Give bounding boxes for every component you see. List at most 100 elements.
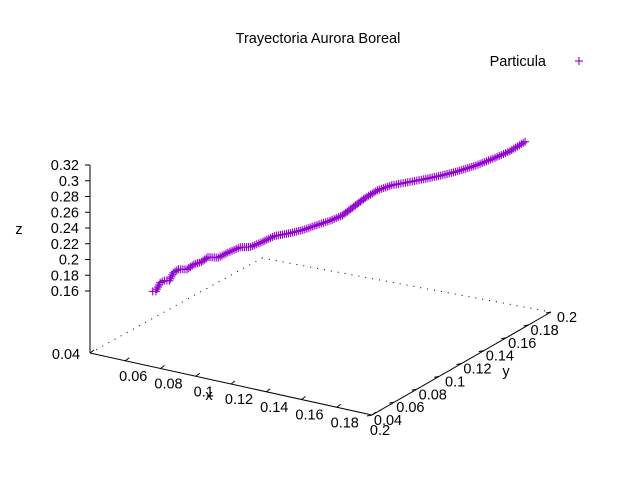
x-tick-mark bbox=[230, 380, 236, 385]
y-tick-label: 0.14 bbox=[486, 349, 514, 365]
floor-edge-back bbox=[261, 257, 552, 313]
y-tick-label: 0.2 bbox=[557, 310, 577, 326]
data-point bbox=[156, 278, 165, 287]
data-point bbox=[377, 184, 386, 193]
x-tick-mark bbox=[336, 403, 342, 408]
data-point bbox=[158, 277, 167, 286]
z-tick-label: 0.3 bbox=[59, 174, 79, 190]
y-axis-label: y bbox=[502, 364, 510, 380]
data-point bbox=[383, 182, 392, 191]
data-point bbox=[218, 251, 227, 260]
data-point bbox=[225, 247, 234, 256]
data-point bbox=[214, 253, 223, 262]
z-tick-label: 0.16 bbox=[51, 284, 79, 300]
data-point bbox=[189, 260, 198, 269]
data-point bbox=[221, 249, 230, 258]
data-point bbox=[302, 224, 311, 233]
z-tick-label: 0.28 bbox=[51, 190, 79, 206]
x-tick-label: 0.14 bbox=[260, 400, 288, 416]
data-point bbox=[306, 223, 315, 232]
z-tick-label: 0.2 bbox=[59, 253, 79, 269]
data-point bbox=[154, 283, 163, 292]
data-point bbox=[467, 162, 476, 171]
z-tick-label: 0.24 bbox=[51, 221, 79, 237]
data-point bbox=[223, 248, 232, 257]
data-point bbox=[259, 237, 267, 246]
data-point bbox=[228, 246, 237, 255]
y-tick-label: 0.04 bbox=[374, 413, 402, 429]
axes bbox=[85, 164, 552, 417]
y-tick-mark bbox=[434, 375, 440, 378]
x-tick-mark bbox=[160, 365, 165, 369]
data-point bbox=[195, 258, 204, 267]
data-point bbox=[193, 259, 202, 268]
z-axis-label: z bbox=[15, 222, 22, 238]
x-tick-label: 0.2 bbox=[370, 423, 390, 439]
y-tick-mark bbox=[389, 401, 395, 404]
y-tick-mark bbox=[478, 350, 484, 353]
y-tick-label: 0.16 bbox=[508, 336, 536, 352]
data-point bbox=[373, 186, 382, 195]
data-point bbox=[453, 167, 462, 176]
chart-title: Trayectoria Aurora Boreal bbox=[236, 31, 401, 47]
z-tick-label: 0.26 bbox=[51, 205, 79, 221]
data-point bbox=[330, 214, 339, 223]
data-point bbox=[256, 238, 265, 247]
y-tick-label: 0.06 bbox=[396, 400, 424, 416]
data-point bbox=[191, 259, 200, 268]
y-tick-mark bbox=[545, 311, 552, 314]
data-point bbox=[230, 245, 239, 254]
data-point bbox=[334, 213, 343, 222]
data-point bbox=[254, 239, 263, 248]
data-point bbox=[264, 234, 273, 243]
data-point bbox=[371, 187, 380, 196]
data-point bbox=[332, 214, 341, 223]
data-point bbox=[246, 242, 255, 251]
data-point bbox=[317, 219, 326, 228]
x-tick-mark bbox=[195, 372, 201, 377]
plot-area bbox=[148, 137, 530, 296]
data-point bbox=[298, 226, 307, 235]
y-tick-mark bbox=[411, 388, 417, 391]
x-tick-label: 0.18 bbox=[331, 415, 359, 431]
legend-marker-plus-icon bbox=[575, 57, 583, 65]
data-point bbox=[385, 181, 394, 190]
data-point bbox=[521, 137, 530, 146]
y-tick-mark bbox=[456, 363, 462, 365]
x-tick-label: 0.12 bbox=[225, 392, 253, 408]
z-tick-label: 0.32 bbox=[51, 158, 79, 174]
x-tick-label: 0.16 bbox=[295, 408, 323, 424]
data-point bbox=[455, 166, 464, 175]
data-point bbox=[216, 252, 225, 261]
data-point bbox=[375, 185, 384, 194]
data-point bbox=[379, 184, 388, 193]
data-point bbox=[519, 138, 528, 147]
data-point bbox=[326, 216, 335, 225]
y-tick-mark bbox=[366, 414, 373, 417]
data-point bbox=[312, 221, 321, 230]
y-tick-mark bbox=[501, 337, 507, 340]
x-tick-mark bbox=[371, 411, 377, 416]
data-point bbox=[250, 241, 259, 250]
data-point bbox=[268, 232, 277, 241]
data-point bbox=[463, 164, 472, 173]
x-tick-label: 0.08 bbox=[154, 377, 182, 393]
data-point bbox=[459, 165, 468, 174]
data-point bbox=[167, 272, 176, 281]
legend-entry-particula: Particula bbox=[490, 54, 547, 70]
data-point bbox=[469, 162, 478, 171]
data-point bbox=[188, 261, 197, 270]
data-point bbox=[262, 235, 271, 244]
data-point bbox=[248, 242, 257, 251]
data-point bbox=[266, 233, 275, 242]
x-axis-label: x bbox=[205, 388, 213, 404]
data-point bbox=[315, 220, 324, 229]
data-point bbox=[381, 183, 390, 192]
data-point bbox=[260, 236, 269, 245]
x-tick-label: 0.1 bbox=[194, 384, 214, 400]
data-point bbox=[166, 274, 175, 283]
data-point bbox=[172, 266, 181, 275]
data-point bbox=[328, 215, 337, 224]
data-point bbox=[300, 225, 309, 234]
